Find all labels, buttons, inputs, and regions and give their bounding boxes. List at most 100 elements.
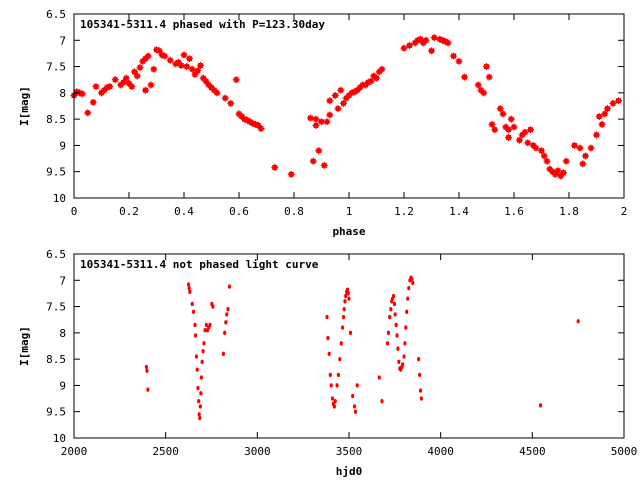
unphased-data-point [393, 312, 397, 317]
unphased-data-point [396, 346, 400, 351]
unphased-data-point [328, 372, 332, 378]
unphased-data-point [355, 383, 359, 388]
phased-x-tick-label: 0.6 [229, 205, 249, 218]
unphased-y-tick-label: 7.5 [46, 301, 66, 314]
unphased-data-point [225, 312, 229, 317]
phased-y-tick-label: 7 [59, 34, 66, 47]
unphased-data-point [211, 304, 215, 309]
phased-x-tick-label: 0.8 [284, 205, 304, 218]
unphased-y-tick-label: 10 [53, 432, 66, 445]
unphased-data-point [401, 362, 405, 367]
phased-y-ticks: 6.5 7 7.5 8 8.5 9 9.5 10 [46, 8, 624, 205]
unphased-data-point [326, 335, 330, 341]
phased-y-tick-label: 10 [53, 192, 66, 205]
unphased-y-tick-label: 6.5 [46, 248, 66, 261]
unphased-chart: 2000 2500 3000 3500 4000 4500 5000 6.5 7 7.5 8 8.5… [18, 248, 637, 478]
unphased-data-point [352, 404, 357, 409]
unphased-data-point [403, 341, 407, 346]
unphased-data-point [407, 285, 411, 291]
unphased-data-point [201, 349, 205, 354]
unphased-y-tick-label: 9.5 [46, 406, 66, 419]
unphased-data-point [193, 322, 197, 328]
unphased-data-point [410, 277, 414, 282]
unphased-data-point [340, 325, 345, 330]
unphased-data-point [342, 307, 346, 312]
unphased-data-point [191, 309, 196, 315]
unphased-x-tick-label: 3000 [244, 445, 271, 458]
unphased-y-tick-label: 8 [59, 327, 66, 340]
unphased-data-point [345, 287, 350, 292]
unphased-y-ticks: 6.5 7 7.5 8 8.5 9 9.5 10 [46, 248, 624, 445]
unphased-data-point [380, 399, 384, 404]
unphased-data-point [397, 359, 401, 364]
phased-x-tick-label: 1.6 [504, 205, 524, 218]
unphased-x-tick-label: 4000 [427, 445, 454, 458]
unphased-y-tick-label: 7 [59, 274, 66, 287]
phased-plot-frame [73, 13, 625, 199]
unphased-data-point [402, 354, 406, 359]
unphased-x-tick-label: 4500 [519, 445, 546, 458]
unphased-data-point [377, 375, 381, 380]
unphased-data-point [417, 356, 421, 362]
unphased-data-point [197, 412, 201, 417]
unphased-x-tick-label: 3500 [336, 445, 363, 458]
unphased-data-point [188, 289, 192, 295]
phased-y-axis-label: I[mag] [18, 86, 31, 126]
unphased-data-point [386, 330, 391, 336]
unphased-data-point [325, 314, 329, 320]
unphased-data-point [343, 299, 347, 304]
unphased-data-point [330, 396, 335, 401]
unphased-data-point [190, 301, 194, 307]
unphased-data-point [187, 285, 191, 291]
unphased-data-point [418, 388, 423, 393]
unphased-data-point [389, 307, 393, 312]
unphased-data-point [392, 301, 397, 307]
unphased-data-point [395, 333, 399, 338]
phased-data-points [70, 34, 622, 180]
unphased-data-point [199, 375, 204, 380]
unphased-data-point [391, 293, 396, 299]
unphased-data-point [335, 383, 339, 388]
phased-y-tick-label: 9.5 [46, 166, 66, 179]
unphased-x-ticks: 2000 2500 3000 3500 4000 4500 5000 [61, 254, 638, 458]
unphased-plot-frame [73, 253, 625, 439]
unphased-data-point [394, 322, 398, 328]
unphased-data-point [353, 409, 358, 414]
unphased-data-point [146, 387, 150, 392]
unphased-data-point [202, 341, 206, 346]
unphased-data-point [576, 319, 580, 324]
phased-x-ticks: 0 0.2 0.4 0.6 0.8 1 1.2 1.4 1.6 1.8 2 [71, 14, 627, 218]
unphased-x-tick-label: 5000 [611, 445, 638, 458]
unphased-data-point [197, 399, 201, 404]
unphased-data-point [208, 322, 212, 328]
unphased-data-point [224, 320, 228, 325]
phased-x-tick-label: 1 [346, 205, 353, 218]
unphased-data-point [198, 404, 202, 409]
phased-x-tick-label: 1.4 [449, 205, 469, 218]
unphased-data-point [348, 330, 353, 336]
unphased-data-point [346, 291, 350, 296]
unphased-data-point [351, 393, 355, 399]
phased-chart: 0 0.2 0.4 0.6 0.8 1 1.2 1.4 1.6 1.8 2 6.5 7 7.5 8 8.5 9… [18, 8, 627, 238]
unphased-data-point [341, 314, 346, 320]
unphased-data-point [223, 330, 227, 336]
unphased-data-point [336, 372, 340, 378]
unphased-data-point [199, 391, 203, 396]
unphased-data-point [405, 309, 409, 315]
unphased-data-point [200, 359, 204, 364]
unphased-data-point [204, 322, 208, 328]
unphased-data-point [344, 293, 348, 299]
unphased-data-points [144, 275, 580, 421]
unphased-data-point [332, 404, 336, 409]
unphased-data-point [221, 351, 226, 357]
unphased-data-point [203, 328, 207, 333]
phased-y-tick-label: 8.5 [46, 113, 66, 126]
phased-x-tick-label: 0.2 [119, 205, 139, 218]
unphased-data-point [339, 341, 343, 346]
phased-y-tick-label: 8 [59, 87, 66, 100]
unphased-data-point [404, 325, 408, 330]
unphased-y-tick-label: 8.5 [46, 353, 66, 366]
phased-y-tick-label: 9 [59, 139, 66, 152]
unphased-data-point [145, 368, 149, 373]
